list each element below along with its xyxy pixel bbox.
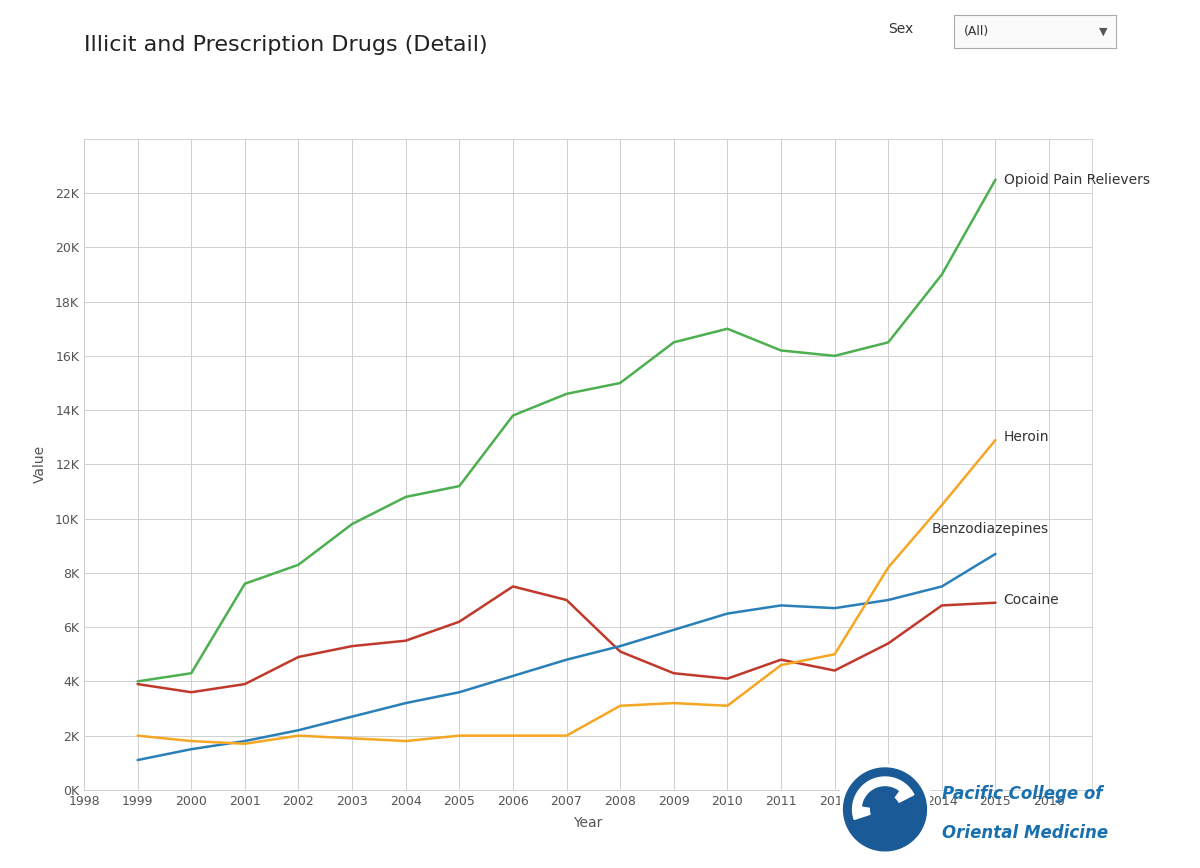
Text: Heroin: Heroin bbox=[1003, 431, 1049, 444]
Y-axis label: Value: Value bbox=[32, 445, 47, 483]
Polygon shape bbox=[844, 768, 926, 851]
Text: Opioid Pain Relievers: Opioid Pain Relievers bbox=[1003, 173, 1150, 187]
Text: Sex: Sex bbox=[888, 22, 913, 36]
Text: Oriental Medicine: Oriental Medicine bbox=[942, 825, 1108, 842]
Polygon shape bbox=[863, 787, 899, 808]
Text: Pacific College of: Pacific College of bbox=[942, 786, 1103, 803]
X-axis label: Year: Year bbox=[574, 816, 602, 830]
Text: Illicit and Prescription Drugs (Detail): Illicit and Prescription Drugs (Detail) bbox=[84, 35, 487, 55]
Polygon shape bbox=[905, 808, 916, 819]
Text: Cocaine: Cocaine bbox=[1003, 593, 1060, 607]
Polygon shape bbox=[853, 777, 914, 819]
Text: (All): (All) bbox=[964, 25, 989, 37]
Text: ▼: ▼ bbox=[1099, 26, 1108, 36]
Text: Benzodiazepines: Benzodiazepines bbox=[931, 523, 1049, 536]
